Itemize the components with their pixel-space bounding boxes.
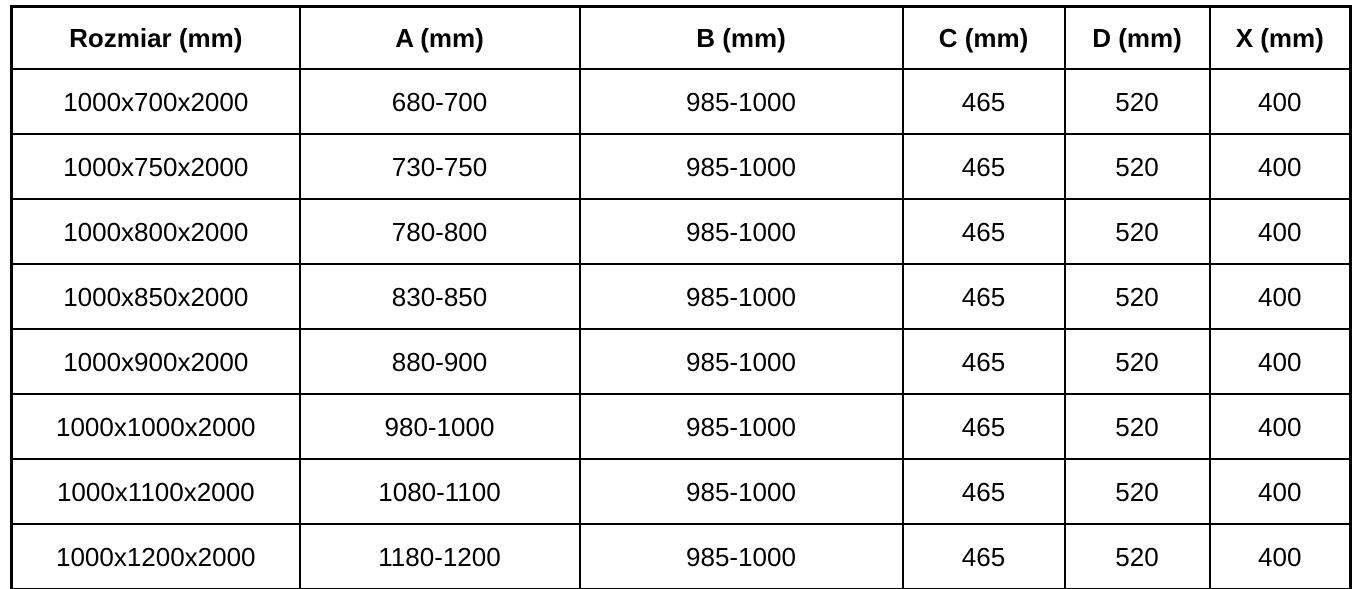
table-cell-a: 880-900 (298, 328, 581, 395)
table-cell-x: 400 (1208, 133, 1352, 200)
column-header-x: X (mm) (1208, 5, 1352, 70)
table-cell-a: 730-750 (298, 133, 581, 200)
size-specification-table: Rozmiar (mm) A (mm) B (mm) C (mm) D (mm) X (m… (10, 5, 1352, 589)
table-cell-rozmiar: 1000x1000x2000 (10, 393, 301, 460)
table-header-row: Rozmiar (mm) A (mm) B (mm) C (mm) D (mm) X (m… (10, 5, 1352, 70)
table-cell-a: 1080-1100 (298, 458, 581, 525)
table-row: 1000x750x2000 730-750 985-1000 465 520 400 (10, 133, 1352, 200)
table-cell-d: 520 (1063, 68, 1211, 135)
table-cell-rozmiar: 1000x750x2000 (10, 133, 301, 200)
table-cell-d: 520 (1063, 133, 1211, 200)
table-cell-d: 520 (1063, 458, 1211, 525)
table-cell-b: 985-1000 (578, 458, 904, 525)
table-cell-x: 400 (1208, 198, 1352, 265)
table-cell-a: 980-1000 (298, 393, 581, 460)
table-cell-x: 400 (1208, 458, 1352, 525)
table-cell-d: 520 (1063, 198, 1211, 265)
table-cell-x: 400 (1208, 328, 1352, 395)
table-row: 1000x900x2000 880-900 985-1000 465 520 400 (10, 328, 1352, 395)
table-row: 1000x1200x2000 1180-1200 985-1000 465 520 400 (10, 523, 1352, 589)
table-cell-d: 520 (1063, 523, 1211, 589)
table-cell-x: 400 (1208, 523, 1352, 589)
column-header-b: B (mm) (578, 5, 904, 70)
table-body: 1000x700x2000 680-700 985-1000 465 520 400 100… (10, 68, 1352, 589)
table-cell-c: 465 (901, 458, 1066, 525)
table-cell-d: 520 (1063, 393, 1211, 460)
table-cell-b: 985-1000 (578, 328, 904, 395)
table-cell-rozmiar: 1000x850x2000 (10, 263, 301, 330)
column-header-rozmiar: Rozmiar (mm) (10, 5, 301, 70)
table-cell-b: 985-1000 (578, 68, 904, 135)
table-row: 1000x1100x2000 1080-1100 985-1000 465 520 400 (10, 458, 1352, 525)
column-header-a: A (mm) (298, 5, 581, 70)
table-cell-b: 985-1000 (578, 198, 904, 265)
table-cell-c: 465 (901, 328, 1066, 395)
table-cell-rozmiar: 1000x900x2000 (10, 328, 301, 395)
table-cell-x: 400 (1208, 263, 1352, 330)
table-cell-c: 465 (901, 68, 1066, 135)
table-cell-a: 780-800 (298, 198, 581, 265)
table-cell-x: 400 (1208, 393, 1352, 460)
table-cell-rozmiar: 1000x800x2000 (10, 198, 301, 265)
table-cell-a: 1180-1200 (298, 523, 581, 589)
table-cell-b: 985-1000 (578, 133, 904, 200)
table-row: 1000x1000x2000 980-1000 985-1000 465 520 400 (10, 393, 1352, 460)
table-cell-c: 465 (901, 523, 1066, 589)
table-cell-rozmiar: 1000x700x2000 (10, 68, 301, 135)
table-cell-b: 985-1000 (578, 393, 904, 460)
column-header-c: C (mm) (901, 5, 1066, 70)
table-cell-c: 465 (901, 263, 1066, 330)
table-cell-a: 680-700 (298, 68, 581, 135)
column-header-d: D (mm) (1063, 5, 1211, 70)
table-cell-a: 830-850 (298, 263, 581, 330)
table-row: 1000x800x2000 780-800 985-1000 465 520 400 (10, 198, 1352, 265)
table-cell-rozmiar: 1000x1200x2000 (10, 523, 301, 589)
table-cell-c: 465 (901, 393, 1066, 460)
table-cell-rozmiar: 1000x1100x2000 (10, 458, 301, 525)
table-cell-b: 985-1000 (578, 523, 904, 589)
table-cell-x: 400 (1208, 68, 1352, 135)
table-row: 1000x850x2000 830-850 985-1000 465 520 400 (10, 263, 1352, 330)
table-cell-b: 985-1000 (578, 263, 904, 330)
table-row: 1000x700x2000 680-700 985-1000 465 520 400 (10, 68, 1352, 135)
table-cell-c: 465 (901, 198, 1066, 265)
table-cell-d: 520 (1063, 328, 1211, 395)
table-cell-c: 465 (901, 133, 1066, 200)
table-cell-d: 520 (1063, 263, 1211, 330)
